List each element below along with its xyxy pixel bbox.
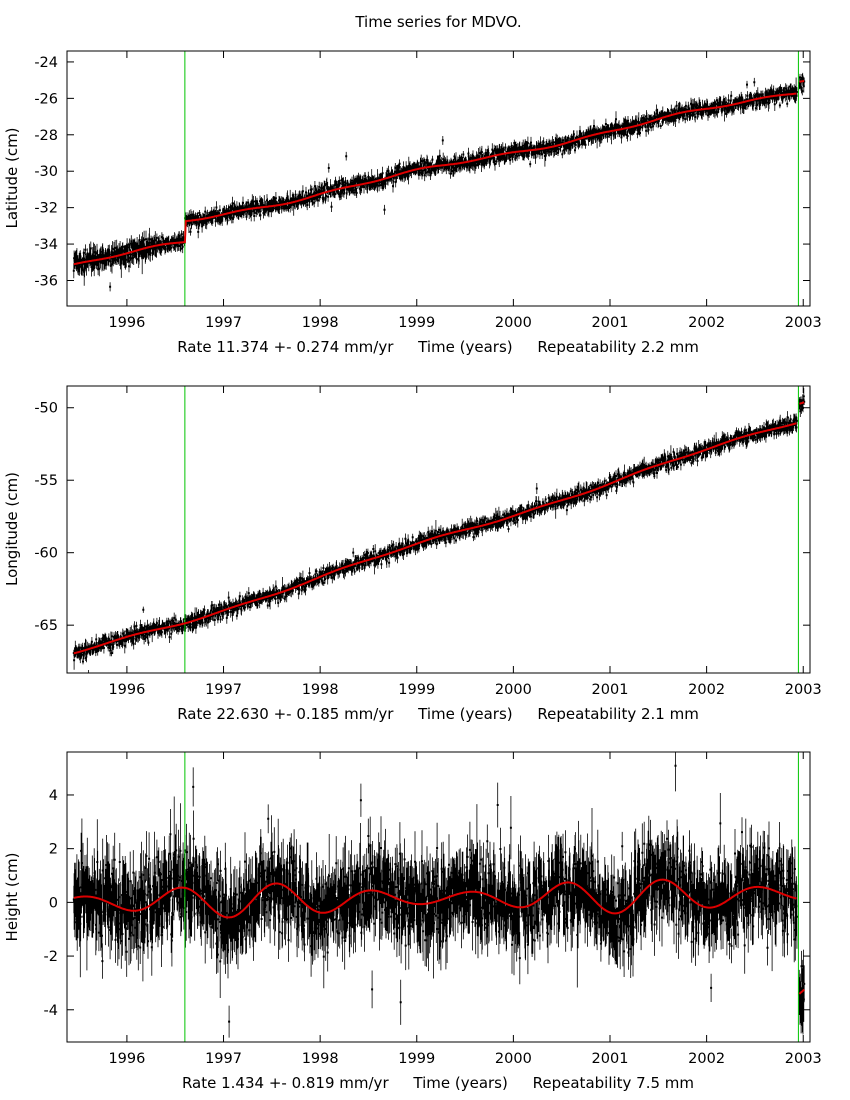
y-tick-label: -55 (34, 473, 58, 489)
plot-box (66, 751, 811, 1043)
x-tick-label: 1999 (398, 1051, 435, 1067)
latitude-caption: Rate 11.374 +- 0.274 mm/yr Time (years) … (177, 338, 699, 356)
longitude-caption: Rate 22.630 +- 0.185 mm/yr Time (years) … (177, 705, 699, 723)
plot-box (66, 50, 811, 307)
x-tick-label: 2002 (688, 1051, 725, 1067)
height-plot: Height (cm) 1996 1997 1998 1999 2000 2001 2002… (3, 751, 822, 1092)
y-tick-label: -65 (34, 618, 58, 634)
x-tick-label: 1998 (302, 682, 339, 698)
longitude-time-axis-label: Time (years) (417, 705, 512, 723)
panel-latitude: Latitude (cm) 1996 1997 1998 1999 2000 2001 20… (0, 36, 850, 368)
longitude-rate-label: Rate 22.630 +- 0.185 mm/yr (177, 705, 394, 723)
x-tick-label: 1998 (302, 1051, 339, 1067)
x-tick-label: 2001 (592, 1051, 629, 1067)
height-rate-label: Rate 1.434 +- 0.819 mm/yr (182, 1074, 389, 1092)
x-tick-label: 2001 (592, 682, 629, 698)
x-tick-label: 2001 (592, 315, 629, 331)
latitude-time-axis-label: Time (years) (417, 338, 512, 356)
x-tick-label: 1998 (302, 315, 339, 331)
y-tick-label: -50 (34, 401, 58, 417)
y-tick-label: 2 (49, 842, 58, 858)
x-tick-label: 2002 (688, 682, 725, 698)
x-tick-label: 1997 (205, 682, 242, 698)
fit-line (73, 878, 805, 995)
x-tick-label: 1996 (108, 682, 145, 698)
latitude-repeatability-label: Repeatability 2.2 mm (537, 338, 698, 356)
y-tick-label: 0 (49, 895, 58, 911)
panel-height: Height (cm) 1996 1997 1998 1999 2000 2001 2002… (0, 740, 850, 1100)
latitude-rate-label: Rate 11.374 +- 0.274 mm/yr (177, 338, 394, 356)
latitude-plot: Latitude (cm) 1996 1997 1998 1999 2000 2001 20… (3, 50, 822, 356)
x-tick-label: 1999 (398, 315, 435, 331)
height-axis-label: Height (cm) (3, 853, 21, 942)
height-time-axis-label: Time (years) (412, 1074, 507, 1092)
y-tick-label: -26 (34, 91, 58, 107)
y-tick-label: -24 (34, 55, 58, 71)
height-caption: Rate 1.434 +- 0.819 mm/yr Time (years) R… (182, 1074, 694, 1092)
panel-longitude: Longitude (cm) 1996 1997 1998 1999 2000 2001 2… (0, 374, 850, 734)
plot-box (66, 385, 811, 674)
fit-line (73, 401, 805, 655)
x-tick-label: 1999 (398, 682, 435, 698)
x-tick-label: 1997 (205, 315, 242, 331)
x-tick-label: 2003 (785, 1051, 822, 1067)
fit-line (73, 79, 805, 266)
y-tick-label: -2 (44, 949, 58, 965)
error-bars (73, 388, 805, 673)
longitude-repeatability-label: Repeatability 2.1 mm (537, 705, 698, 723)
x-tick-label: 1997 (205, 1051, 242, 1067)
x-tick-label: 2000 (495, 315, 532, 331)
x-tick-label: 2000 (495, 1051, 532, 1067)
y-tick-label: -28 (34, 128, 58, 144)
x-tick-label: 2002 (688, 315, 725, 331)
y-tick-label: -34 (34, 237, 58, 253)
longitude-axis-label: Longitude (cm) (3, 472, 21, 586)
data-points (72, 395, 806, 663)
x-tick-label: 1996 (108, 315, 145, 331)
y-tick-label: -4 (44, 1003, 58, 1019)
y-tick-label: -60 (34, 546, 58, 562)
y-tick-label: 4 (49, 788, 58, 804)
latitude-axis-label: Latitude (cm) (3, 127, 21, 228)
data-points (72, 764, 806, 1023)
x-tick-label: 2003 (785, 315, 822, 331)
y-tick-label: -32 (34, 201, 58, 217)
x-tick-label: 2000 (495, 682, 532, 698)
y-tick-label: -30 (34, 164, 58, 180)
x-tick-label: 1996 (108, 1051, 145, 1067)
longitude-plot: Longitude (cm) 1996 1997 1998 1999 2000 2001 2… (3, 385, 822, 723)
x-tick-label: 2003 (785, 682, 822, 698)
height-repeatability-label: Repeatability 7.5 mm (533, 1074, 694, 1092)
y-tick-label: -36 (34, 274, 58, 290)
chart-title: Time series for MDVO. (355, 13, 522, 31)
